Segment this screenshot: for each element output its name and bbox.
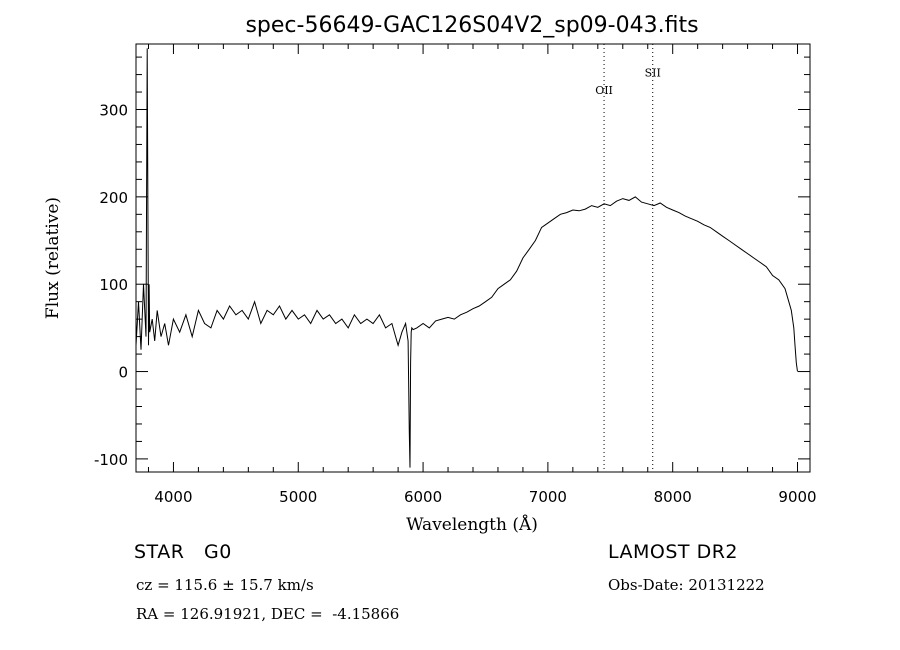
line-annotation: SII	[645, 66, 661, 79]
x-tick-label: 5000	[279, 488, 317, 506]
object-class-label: STAR G0	[134, 541, 232, 563]
obs-date-label: Obs-Date: 20131222	[608, 576, 765, 594]
chart-title: spec-56649-GAC126S04V2_sp09-043.fits	[245, 13, 698, 38]
x-tick-label: 8000	[654, 488, 692, 506]
x-tick-label: 4000	[154, 488, 192, 506]
redshift-label: cz = 115.6 ± 15.7 km/s	[136, 576, 314, 594]
line-markers: OII SII	[595, 44, 661, 472]
y-tick-label: -100	[94, 451, 128, 469]
y-tick-label: 300	[99, 102, 128, 120]
y-axis-ticks: -100 0 100 200 300	[94, 56, 810, 469]
y-axis-label: Flux (relative)	[43, 197, 63, 319]
x-tick-label: 6000	[404, 488, 442, 506]
y-tick-label: 100	[99, 276, 128, 294]
plot-frame	[135, 43, 811, 473]
x-axis-ticks: 4000 5000 6000 7000 8000 9000	[147, 44, 817, 506]
x-tick-label: 9000	[778, 488, 816, 506]
line-annotation: OII	[595, 84, 613, 97]
survey-label: LAMOST DR2	[608, 541, 738, 563]
x-tick-label: 7000	[529, 488, 567, 506]
y-tick-label: 0	[118, 364, 128, 382]
spectrum-line	[135, 48, 798, 468]
coordinates-label: RA = 126.91921, DEC = -4.15866	[136, 605, 400, 623]
y-tick-label: 200	[99, 189, 128, 207]
x-axis-label: Wavelength (Å)	[406, 514, 538, 535]
